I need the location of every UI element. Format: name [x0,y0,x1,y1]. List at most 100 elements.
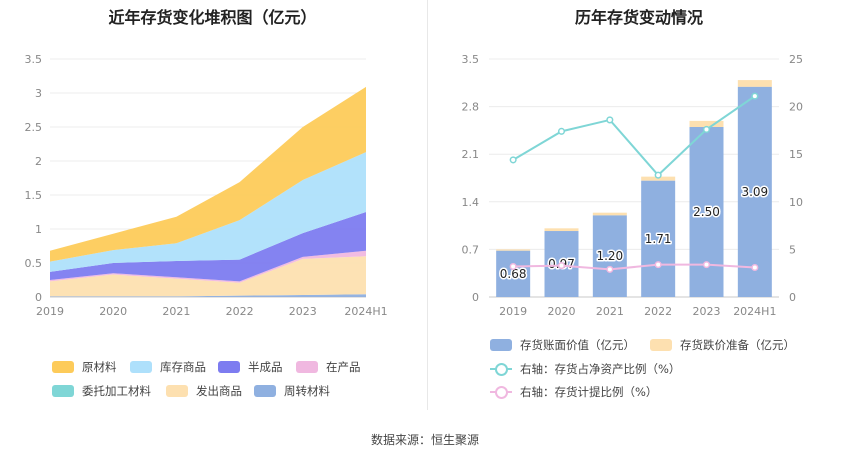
point-line_ratio [557,127,566,135]
x-tick-label: 2021 [162,305,190,318]
y-tick-label: 0.7 [462,243,480,256]
legend-swatch [490,362,512,376]
bar-impairment [689,120,724,127]
left-chart-title: 近年存货变化堆积图（亿元） [108,8,317,27]
legend-label: 右轴：存货占净资产比例（%） [520,362,681,376]
x-tick-label: 2021 [596,305,624,318]
line-line_ratio [512,95,756,177]
legend-label: 存货跌价准备（亿元） [680,338,795,352]
legend-label: 右轴：存货计提比例（%） [520,385,658,399]
point-line_provision [702,261,711,269]
legend-item-line_provision[interactable]: 右轴：存货计提比例（%） [490,384,657,400]
area-wip [50,250,366,283]
legend-swatch [296,361,318,373]
right-chart-title: 历年存货变动情况 [574,8,703,27]
point-line_provision [606,265,614,273]
x-tick-label: 2023 [289,305,317,318]
stacked-area-chart: 0 0.5 1 1.5 2 2.5 3 3.5 2019 2020 2021 2022 2023 2024… [25,53,388,318]
legend-swatch [52,385,74,397]
y-tick-label: 2 [35,155,42,168]
legend-label: 库存商品 [160,360,206,374]
legend-label: 在产品 [326,360,361,374]
point-line_ratio [751,92,759,100]
x-tick-label: 2023 [693,305,721,318]
bar-book-value [592,215,627,297]
legend-swatch [490,385,512,399]
area-inventory_goods [50,152,366,272]
legend-item-semi_finished[interactable]: 半成品 [218,359,283,375]
area-shipped_goods [50,256,366,297]
point-line_provision [654,261,662,269]
legend-item-line_ratio[interactable]: 右轴：存货占净资产比例（%） [490,361,680,377]
y2-tick-label: 5 [789,243,796,256]
y2-tick-label: 15 [789,148,803,161]
legend-item-consigned[interactable]: 委托加工材料 [52,383,151,399]
legend-item-wip[interactable]: 在产品 [296,359,361,375]
y-tick-label: 2.8 [462,101,480,114]
bar-book-value [496,250,531,297]
legend-swatch [52,361,74,373]
bar-impairment [592,212,627,216]
y-tick-label: 1 [35,223,42,236]
legend-item-bar_book[interactable]: 存货账面价值（亿元） [490,337,635,353]
point-line_provision [509,262,517,271]
y-tick-label: 2.5 [25,121,43,134]
bar-data-label: 1.71 [645,232,672,246]
point-line_ratio [606,116,614,124]
y-tick-label: 0 [35,291,42,304]
legend-item-raw_material[interactable]: 原材料 [52,359,117,375]
x-tick-label: 2024H1 [344,305,387,318]
panel-divider [427,0,428,410]
bar-data-label: 0.68 [500,267,527,281]
point-line_ratio [654,171,662,179]
legend-swatch [490,339,512,351]
point-line_provision [557,262,566,270]
y2-tick-label: 0 [789,291,796,304]
inventory-bar-line-chart: 0 0.7 1.4 2.1 2.8 3.5 0 5 10 15 20 25 2019 2020 2021 20… [462,53,804,318]
y-tick-label: 0 [472,291,479,304]
point-line_provision [751,263,759,272]
y-tick-label: 1.5 [25,189,43,202]
x-tick-label: 2020 [548,305,576,318]
area-raw_material [50,86,366,262]
legend-swatch [166,385,188,397]
x-tick-label: 2024H1 [733,305,776,318]
y2-tick-label: 10 [789,196,803,209]
bar-book-value [641,180,676,297]
line-line_provision [513,263,755,271]
legend-item-inventory_goods[interactable]: 库存商品 [130,359,206,375]
legend-label: 半成品 [248,360,283,374]
bar-impairment [544,228,579,232]
y-tick-label: 1.4 [462,196,480,209]
bar-book-value [689,127,724,297]
legend-label: 委托加工材料 [82,384,151,398]
legend-label: 周转材料 [284,384,330,398]
bar-data-label: 3.09 [741,185,768,199]
legend-item-shipped_goods[interactable]: 发出商品 [166,383,242,399]
legend-label: 发出商品 [196,384,242,398]
point-line_ratio [702,125,711,133]
y-tick-label: 0.5 [25,257,43,270]
x-tick-label: 2022 [644,305,672,318]
right-legend: 存货账面价值（亿元） 存货跌价准备（亿元） 右轴：存货占净资产比例（%） 右轴：存货计… [428,0,850,420]
bar-impairment [496,249,531,251]
y-tick-label: 3 [35,87,42,100]
legend-swatch [650,339,672,351]
y-tick-label: 3.5 [25,53,43,66]
x-tick-label: 2019 [499,305,527,318]
legend-swatch [254,385,276,397]
bar-data-label: 2.50 [693,205,720,219]
left-legend: 原材料 库存商品 半成品 在产品委托加工材料 发出商品 周转材料 [0,0,428,420]
area-semi_finished [50,212,366,282]
x-tick-label: 2022 [226,305,254,318]
point-line_ratio [509,156,517,164]
legend-item-bar_impair[interactable]: 存货跌价准备（亿元） [650,337,795,353]
legend-label: 存货账面价值（亿元） [520,338,635,352]
bar-book-value [737,86,772,297]
bar-impairment [737,80,772,87]
legend-item-turnover_material[interactable]: 周转材料 [254,383,330,399]
x-tick-label: 2020 [99,305,127,318]
y-tick-label: 2.1 [462,148,480,161]
legend-swatch [130,361,152,373]
y2-tick-label: 25 [789,53,803,66]
